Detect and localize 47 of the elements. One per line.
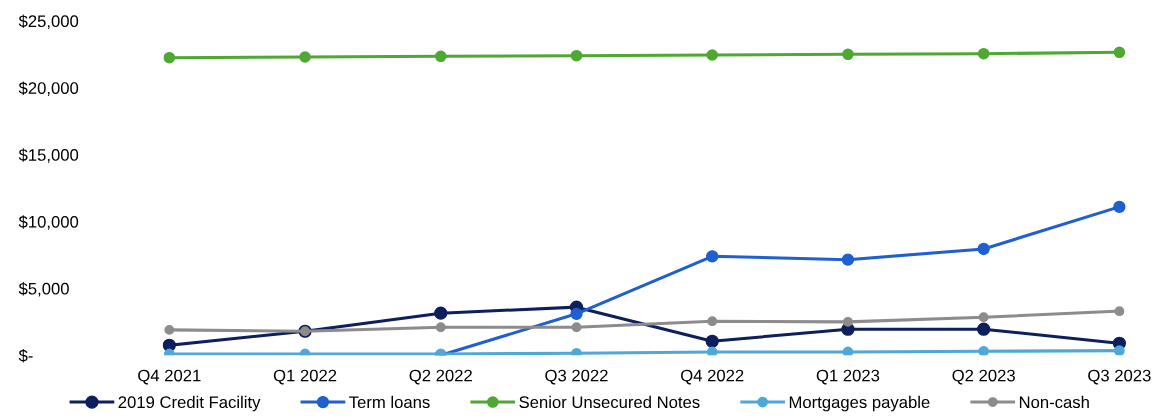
- point: [977, 322, 991, 336]
- point: [841, 253, 855, 266]
- point: [163, 51, 176, 64]
- x-tick-label: Q2 2022: [409, 369, 472, 385]
- point: [978, 345, 990, 356]
- point: [978, 312, 989, 323]
- point: [435, 322, 446, 333]
- y-tick-label: $20,000: [18, 81, 79, 96]
- point: [1114, 306, 1125, 317]
- legend-label: 2019 Credit Facility: [118, 395, 261, 412]
- point: [435, 50, 447, 63]
- x-tick-label: Q3 2023: [1088, 369, 1151, 385]
- point: [706, 49, 718, 61]
- x-tick-label: Q3 2022: [545, 369, 608, 385]
- point: [570, 49, 583, 62]
- point: [1114, 345, 1125, 356]
- point: [299, 51, 311, 63]
- legend-label: Non-cash: [1019, 395, 1089, 409]
- point: [977, 47, 990, 60]
- y-tick-label: $10,000: [18, 215, 79, 230]
- x-tick-label: Q4 2021: [138, 369, 201, 385]
- point: [706, 250, 719, 263]
- x-tick-label: Q4 2022: [681, 369, 744, 385]
- y-tick-label: $15,000: [18, 148, 79, 163]
- point: [1113, 46, 1126, 59]
- point: [571, 322, 582, 333]
- point: [571, 347, 582, 356]
- point: [570, 307, 583, 321]
- point: [842, 48, 854, 61]
- point: [705, 334, 719, 348]
- point: [842, 346, 854, 356]
- point: [706, 346, 718, 356]
- point: [1113, 200, 1126, 214]
- y-tick-label: $-: [18, 349, 33, 363]
- y-tick-label: $25,000: [18, 14, 79, 30]
- point: [164, 324, 175, 335]
- point: [434, 306, 448, 320]
- legend-label: Mortgages payable: [789, 395, 930, 412]
- legend-label: Senior Unsecured Notes: [519, 395, 700, 409]
- y-tick-label: $5,000: [18, 282, 69, 297]
- x-tick-label: Q1 2022: [273, 369, 337, 385]
- x-tick-label: Q1 2023: [816, 369, 880, 385]
- x-tick-label: Q2 2023: [952, 369, 1015, 385]
- point: [977, 242, 990, 256]
- point: [707, 316, 718, 327]
- legend-label: Term loans: [349, 395, 430, 409]
- point: [843, 316, 853, 327]
